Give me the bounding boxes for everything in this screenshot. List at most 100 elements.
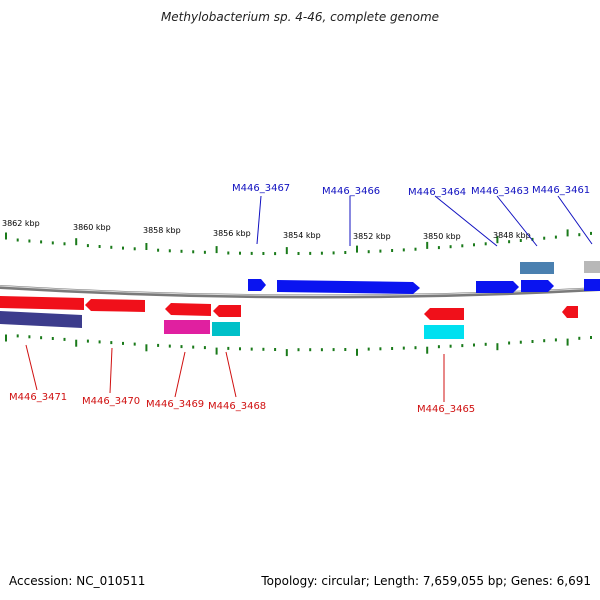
ruler-minor-tick: [379, 347, 382, 351]
ruler-minor-tick: [414, 247, 417, 251]
ruler-minor-tick: [274, 252, 277, 256]
ruler-minor-tick: [168, 249, 171, 253]
leader-M446_3468: [225, 351, 237, 398]
ruler-major-tick: [566, 229, 569, 237]
gene-M446_3469[interactable]: [165, 303, 211, 316]
ruler-minor-tick: [110, 341, 113, 345]
ruler-major-tick: [145, 344, 148, 352]
leader-M446_3471: [25, 344, 38, 391]
ruler-minor-tick: [192, 345, 195, 349]
forward-strand-genes: [248, 279, 600, 294]
ruler-minor-tick: [519, 239, 522, 242]
reverse-strand-genes: [0, 296, 578, 320]
ruler-minor-tick: [402, 248, 405, 252]
ruler-minor-tick: [543, 236, 546, 240]
ruler-minor-tick: [262, 252, 265, 255]
ruler-major-tick: [356, 245, 358, 253]
ruler-major-tick: [426, 346, 429, 354]
gene-label-M446_3467[interactable]: M446_3467: [232, 183, 290, 194]
ruler-minor-tick: [274, 348, 277, 351]
ruler-label: 3854 kbp: [283, 231, 321, 240]
ruler-label: 3860 kbp: [73, 223, 111, 232]
ruler-ticks-top: [5, 229, 592, 256]
gene-M446_3471[interactable]: [0, 296, 84, 310]
ruler-minor-tick: [320, 348, 323, 352]
ruler-minor-tick: [449, 245, 452, 249]
ruler-minor-tick: [554, 338, 557, 342]
ruler-minor-tick: [16, 238, 19, 242]
gene-label-M446_3466[interactable]: M446_3466: [322, 186, 380, 197]
ruler-minor-tick: [590, 336, 592, 339]
gene-label-M446_3463[interactable]: M446_3463: [471, 186, 529, 197]
ruler-minor-tick: [110, 245, 113, 249]
gene-M446_3467[interactable]: [248, 279, 266, 291]
genome-summary-label: Topology: circular; Length: 7,659,055 bp…: [261, 574, 591, 588]
ruler-minor-tick: [391, 347, 394, 350]
gene-label-M446_3470[interactable]: M446_3470: [82, 396, 140, 407]
ruler-label: 3848 kbp: [493, 231, 531, 240]
ruler-minor-tick: [402, 346, 405, 350]
ruler-major-tick: [426, 241, 429, 249]
ruler-major-tick: [285, 247, 288, 255]
ruler-minor-tick: [180, 345, 183, 349]
gene-label-M446_3471[interactable]: M446_3471: [9, 392, 67, 403]
ruler-major-tick: [5, 232, 7, 240]
ruler-major-tick: [496, 343, 499, 351]
ruler-minor-tick: [297, 348, 300, 352]
gene-label-M446_3464[interactable]: M446_3464: [408, 187, 466, 198]
ruler-minor-tick: [531, 340, 534, 343]
ruler-minor-tick: [16, 334, 19, 338]
ruler-minor-tick: [461, 344, 464, 348]
ruler-minor-tick: [192, 250, 195, 254]
gene-M446_3465[interactable]: [424, 308, 464, 320]
gene-M446_3468[interactable]: [213, 305, 241, 317]
ruler-minor-tick: [157, 248, 160, 252]
ruler-minor-tick: [250, 347, 253, 351]
gene-M446_3466[interactable]: [277, 280, 420, 294]
ruler-label: 3852 kbp: [353, 232, 391, 241]
ruler-minor-tick: [332, 348, 335, 352]
ruler-minor-tick: [51, 337, 54, 340]
genome-backbone: [0, 285, 600, 299]
gray-track: [584, 261, 600, 273]
gene-M446_3470[interactable]: [85, 299, 145, 312]
gene-labels: M446_3467 M446_3466 M446_3464 M446_3463 …: [9, 183, 590, 415]
genome-backbone-highlight: [0, 285, 600, 297]
gene-label-M446_3465[interactable]: M446_3465: [417, 404, 475, 415]
ruler-minor-tick: [590, 231, 592, 235]
accession-label: Accession: NC_010511: [9, 574, 146, 588]
ruler-minor-tick: [297, 252, 300, 255]
ruler-minor-tick: [578, 336, 581, 340]
steelblue-track: [520, 262, 554, 274]
ruler-minor-tick: [344, 348, 347, 351]
ruler-minor-tick: [28, 239, 31, 243]
ruler-major-tick: [285, 349, 288, 357]
ruler-major-tick: [496, 236, 499, 244]
ruler-label: 3862 kbp: [2, 219, 40, 228]
ruler-minor-tick: [51, 241, 54, 245]
ruler-minor-tick: [508, 341, 511, 345]
label-leaders: [25, 195, 593, 402]
gene-M446_3464[interactable]: [476, 281, 519, 293]
leader-M446_3469: [174, 351, 186, 398]
ruler-minor-tick: [320, 251, 323, 255]
ruler-minor-tick: [86, 244, 89, 248]
gene-M446_3461[interactable]: [584, 279, 600, 291]
gene-M446_3463[interactable]: [521, 280, 554, 292]
gene-label-M446_3461[interactable]: M446_3461: [532, 185, 590, 196]
ruler-label: 3850 kbp: [423, 232, 461, 241]
gene-partial-reverse[interactable]: [562, 306, 578, 318]
ruler-minor-tick: [437, 345, 440, 349]
ruler-minor-tick: [98, 245, 101, 248]
ruler-minor-tick: [28, 335, 31, 339]
ruler-minor-tick: [239, 347, 241, 351]
ruler-minor-tick: [227, 346, 230, 350]
ruler-minor-tick: [484, 342, 487, 346]
ruler-minor-tick: [309, 348, 312, 352]
gene-label-M446_3468[interactable]: M446_3468: [208, 401, 266, 412]
ruler-minor-tick: [578, 233, 581, 237]
ruler-minor-tick: [98, 340, 101, 344]
gene-label-M446_3469[interactable]: M446_3469: [146, 399, 204, 410]
